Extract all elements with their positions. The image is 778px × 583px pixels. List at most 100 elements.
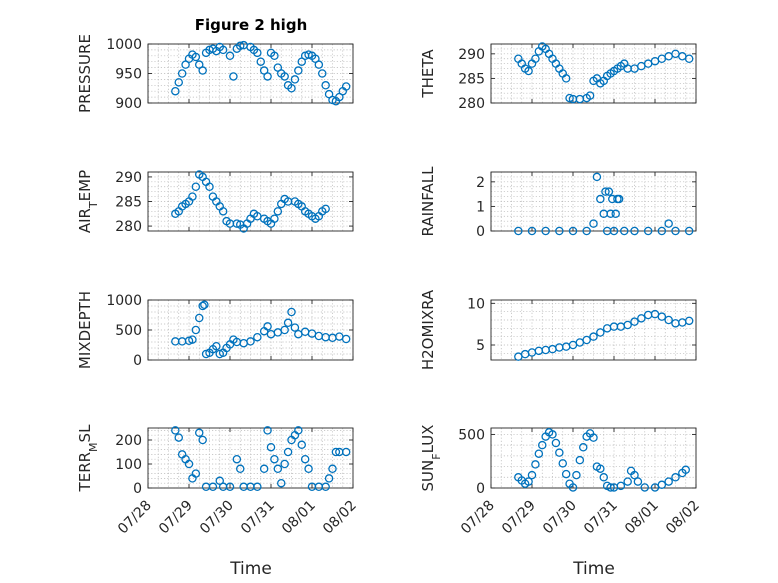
- data-point: [561, 74, 571, 83]
- axes-box: [490, 427, 697, 489]
- data-point: [188, 335, 197, 344]
- data-point: [531, 54, 540, 64]
- data-point: [637, 314, 646, 323]
- data-point: [191, 469, 201, 478]
- data-point: [548, 430, 557, 439]
- data-point: [235, 464, 245, 474]
- data-point: [218, 207, 228, 216]
- data-point: [314, 60, 324, 69]
- data-point: [191, 182, 201, 191]
- y-axis-label: THETA: [419, 49, 437, 99]
- data-point: [177, 69, 187, 78]
- data-point: [171, 86, 180, 96]
- y-tick-label: 10: [467, 296, 485, 312]
- y-tick-label: 280: [458, 96, 485, 112]
- x-axis-label-left: Time: [229, 559, 272, 579]
- data-point: [263, 322, 272, 331]
- x-axis-label-right: Time: [572, 559, 615, 579]
- y-tick-label: 0: [133, 353, 142, 369]
- data-point: [657, 226, 667, 236]
- data-point: [205, 182, 214, 191]
- data-point: [596, 328, 605, 337]
- y-axis-label: AIRTEMP: [76, 170, 100, 233]
- data-point: [198, 301, 207, 311]
- data-point: [294, 426, 303, 435]
- subplot-sun-flux: 0 500 07/28 07/29 07/30 07/31 08/01 08/02 SUNFLU…: [419, 425, 703, 538]
- data-point: [225, 51, 235, 61]
- data-point: [657, 312, 667, 321]
- data-point: [280, 459, 289, 469]
- subplot-rainfall: 0 1 2 RAINFALL: [419, 166, 697, 240]
- data-point: [640, 483, 650, 492]
- data-point: [524, 477, 533, 486]
- data-point: [290, 323, 300, 332]
- data-point: [174, 433, 183, 442]
- y-tick-label: 200: [115, 433, 142, 449]
- data-point: [287, 307, 296, 317]
- data-point: [246, 337, 255, 346]
- y-tick-label: 0: [133, 481, 142, 497]
- y-axis-label: TERRMSL: [76, 424, 100, 493]
- data-point: [232, 219, 242, 228]
- data-point: [585, 91, 595, 100]
- data-point: [630, 470, 639, 480]
- data-point: [321, 204, 330, 214]
- data-point: [684, 54, 694, 64]
- axes-box: [147, 427, 354, 489]
- data-point: [596, 194, 605, 204]
- data-point: [283, 447, 293, 457]
- data-point: [259, 464, 269, 474]
- y-tick-label: 1000: [106, 293, 142, 309]
- data-point: [514, 226, 523, 236]
- data-point: [601, 187, 610, 196]
- y-tick-label: 0: [476, 224, 485, 240]
- subplot-mixdepth: 0 500 1000 MIXDEPTH: [76, 291, 354, 369]
- y-tick-label: 1000: [106, 37, 142, 53]
- data-point: [643, 226, 653, 236]
- x-tick-label: 07/31: [238, 498, 278, 538]
- data-point: [208, 482, 218, 492]
- x-tick-label: 07/31: [581, 498, 621, 538]
- data-point: [633, 477, 643, 486]
- x-tick-label: 08/01: [279, 498, 319, 538]
- x-tick-label: 08/01: [622, 498, 662, 538]
- data-point: [294, 66, 303, 75]
- data-point: [304, 464, 313, 474]
- data-point: [630, 317, 639, 326]
- data-point: [191, 325, 201, 335]
- y-tick-label: 950: [115, 67, 142, 83]
- data-point: [212, 341, 221, 351]
- data-point: [218, 45, 228, 55]
- data-point: [184, 459, 194, 469]
- data-point: [558, 459, 568, 468]
- data-point: [235, 41, 245, 51]
- data-point: [253, 482, 262, 492]
- subplot-theta: 280 285 290 THETA: [419, 42, 697, 112]
- data-point: [589, 219, 598, 228]
- data-point: [575, 455, 585, 465]
- data-point: [606, 483, 615, 492]
- data-point: [657, 480, 667, 490]
- data-point: [276, 478, 286, 488]
- y-axis-label: RAINFALL: [419, 166, 437, 237]
- data-point: [614, 194, 624, 204]
- y-tick-label: 280: [115, 219, 142, 235]
- data-point: [263, 72, 272, 81]
- data-point: [596, 464, 605, 473]
- data-point: [341, 447, 351, 457]
- data-point: [270, 51, 279, 61]
- axes-box: [490, 299, 697, 361]
- data-point: [328, 464, 337, 474]
- data-point: [538, 440, 547, 450]
- x-tick-label: 07/29: [156, 498, 196, 538]
- data-point: [616, 481, 626, 491]
- data-point: [270, 214, 279, 223]
- y-tick-label: 285: [458, 71, 485, 87]
- data-point: [174, 78, 183, 87]
- x-tick-label: 07/30: [197, 498, 237, 538]
- data-point: [599, 473, 609, 482]
- y-axis-label: MIXDEPTH: [76, 291, 94, 369]
- data-point: [623, 477, 632, 486]
- data-point: [630, 226, 639, 236]
